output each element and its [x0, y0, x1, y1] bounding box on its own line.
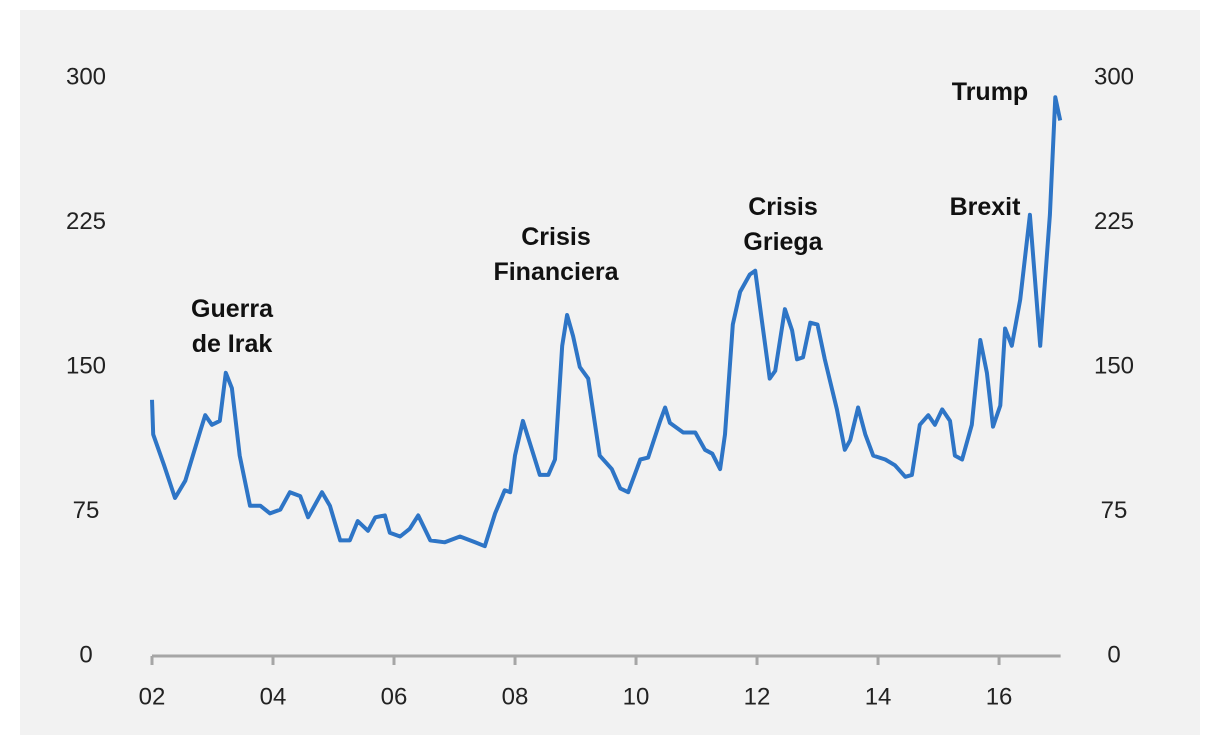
y-tick-label: 225 — [66, 208, 106, 235]
annotation-line: Crisis — [748, 193, 817, 221]
chart-background — [20, 10, 1200, 735]
y-tick-label: 75 — [73, 497, 100, 524]
x-tick-label: 06 — [381, 683, 408, 710]
y2-tick-label: 225 — [1094, 208, 1134, 235]
annotation: Brexit — [950, 193, 1022, 221]
annotation-line: Crisis — [521, 223, 590, 251]
x-tick-label: 16 — [986, 683, 1013, 710]
y2-tick-label: 150 — [1094, 352, 1134, 379]
data-line — [150, 95, 1063, 549]
x-tick-label: 10 — [623, 683, 650, 710]
y2-tick-label: 75 — [1101, 497, 1128, 524]
x-tick-label: 04 — [260, 683, 287, 710]
annotation-line: Trump — [952, 78, 1028, 106]
annotation: Crisis Griega — [743, 193, 823, 256]
annotation-line: de Irak — [192, 330, 273, 358]
x-tick-label: 02 — [139, 683, 166, 710]
x-tick-label: 08 — [502, 683, 529, 710]
x-tick-label: 12 — [744, 683, 771, 710]
y-tick-label: 0 — [79, 641, 92, 668]
annotation: Crisis Financiera — [493, 223, 619, 286]
annotation: Guerra de Irak — [191, 295, 274, 358]
y2-tick-label: 300 — [1094, 63, 1134, 90]
annotation: Trump — [952, 78, 1028, 106]
annotation-line: Financiera — [493, 258, 619, 286]
x-tick-label: 14 — [865, 683, 892, 710]
y-tick-label: 150 — [66, 352, 106, 379]
annotation-line: Guerra — [191, 295, 274, 323]
y2-tick-label: 0 — [1107, 641, 1120, 668]
annotation-line: Brexit — [950, 193, 1022, 221]
y-tick-label: 300 — [66, 63, 106, 90]
annotation-line: Griega — [743, 228, 823, 256]
